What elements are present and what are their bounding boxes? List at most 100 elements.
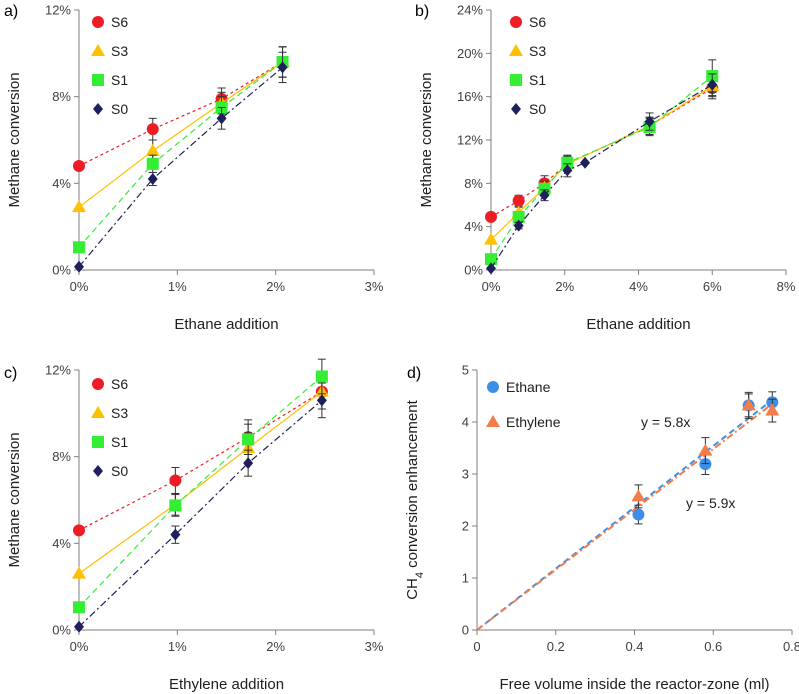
legend-marker <box>509 44 523 56</box>
x-tick-label: 0.6 <box>704 639 722 654</box>
legend: Ethane Ethylene <box>486 379 561 430</box>
series-s6 <box>73 46 289 172</box>
legend-label: S3 <box>529 43 546 59</box>
data-point-s1 <box>146 157 159 170</box>
y-tick-label: 8% <box>464 176 483 191</box>
data-point-s1 <box>73 241 85 254</box>
legend-marker <box>93 103 103 115</box>
legend-marker <box>510 74 522 86</box>
series-line <box>78 391 323 575</box>
data-point-s1 <box>512 210 525 223</box>
series-line <box>490 84 713 269</box>
series-s6 <box>73 373 328 537</box>
data-point-s0 <box>316 394 327 407</box>
series-s1 <box>485 59 719 266</box>
data-point-s0 <box>562 164 573 177</box>
legend-label: S1 <box>529 72 546 88</box>
y-tick-label: 5 <box>462 363 469 378</box>
data-point-s1 <box>242 433 255 446</box>
legend-label: Ethane <box>506 379 551 395</box>
x-tick-label: 0 <box>473 639 480 654</box>
data-point-s1 <box>561 156 574 169</box>
data-point-s1 <box>485 253 497 266</box>
legend: S6 S3 S1 S0 <box>91 376 128 479</box>
panel-label: c) <box>4 365 17 382</box>
x-tick-label: 2% <box>266 279 285 294</box>
data-point-ethane <box>632 508 645 521</box>
chart-panel-2: 0% 4% 8% 12% 16% 20% 24% 0% 2% 4% 6% 8% Ethane addit… <box>415 3 796 334</box>
x-tick-label: 2% <box>555 279 574 294</box>
legend-marker <box>92 16 104 28</box>
data-point-s0 <box>644 115 655 128</box>
data-point-s0 <box>486 262 496 275</box>
legend-marker <box>92 74 104 86</box>
y-tick-label: 0% <box>52 263 71 278</box>
y-tick-label: 12% <box>45 3 71 18</box>
x-tick-label: 0% <box>70 279 89 294</box>
series-s0 <box>74 382 327 633</box>
legend-label: S0 <box>529 101 546 117</box>
series-s0 <box>486 73 718 275</box>
fit-equation-ethylene: y = 5.8x <box>641 414 690 430</box>
data-point-s3 <box>484 232 498 245</box>
y-axis-label: Methane conversion <box>6 72 23 207</box>
data-point-s3 <box>72 200 86 213</box>
y-tick-label: 20% <box>457 46 483 61</box>
y-tick-label: 4% <box>464 219 483 234</box>
panel-label: b) <box>415 3 429 20</box>
data-point-s1 <box>169 499 182 512</box>
legend-marker <box>92 378 104 390</box>
data-point-s0 <box>513 219 524 232</box>
y-tick-label: 3 <box>462 467 469 482</box>
legend: S6 S3 S1 S0 <box>91 14 128 117</box>
data-point-s6 <box>485 210 497 223</box>
legend-label: S6 <box>111 376 128 392</box>
x-tick-label: 0.2 <box>547 639 565 654</box>
legend-marker <box>511 103 521 115</box>
legend-label: S1 <box>111 72 128 88</box>
series-line <box>78 61 283 248</box>
data-point-s0 <box>277 61 288 74</box>
legend-marker <box>92 436 104 448</box>
y-tick-label: 4% <box>52 536 71 551</box>
y-tick-label: 0% <box>52 623 71 638</box>
legend-marker <box>93 465 103 477</box>
series-line <box>78 376 323 608</box>
y-tick-label: 1 <box>462 571 469 586</box>
y-tick-label: 0% <box>464 263 483 278</box>
y-tick-label: 8% <box>52 89 71 104</box>
x-tick-label: 0% <box>482 279 501 294</box>
x-axis-label: Free volume inside the reactor-zone (ml) <box>499 676 769 693</box>
data-point-s0 <box>74 620 84 633</box>
x-tick-label: 0% <box>70 639 89 654</box>
x-axis-label: Ethane addition <box>586 316 690 333</box>
data-point-s6 <box>169 474 182 487</box>
series-line <box>78 61 283 167</box>
fit-equation-ethane: y = 5.9x <box>686 495 735 511</box>
x-axis-label: Ethane addition <box>174 316 278 333</box>
x-tick-label: 8% <box>777 279 796 294</box>
chart-panel-1: 0% 4% 8% 12% 0% 1% 2% 3% Ethane addition Methane … <box>4 3 384 334</box>
series-line <box>78 61 283 208</box>
y-axis-label: Methane conversion <box>6 432 23 567</box>
series-s3 <box>72 46 290 213</box>
data-point-s1 <box>315 370 328 383</box>
y-tick-label: 12% <box>457 133 483 148</box>
data-point-s0 <box>707 78 718 91</box>
chart-panel-3: 0% 4% 8% 12% 0% 1% 2% 3% Ethylene addition Methan… <box>4 358 384 693</box>
data-point-ethylene <box>765 403 780 416</box>
legend-marker <box>510 16 522 28</box>
data-point-s0 <box>74 260 84 273</box>
data-point-s6 <box>146 123 159 136</box>
data-point-ethylene <box>698 443 713 456</box>
data-point-s3 <box>145 143 160 156</box>
y-tick-label: 24% <box>457 3 483 18</box>
y-tick-label: 2 <box>462 519 469 534</box>
series-line <box>78 391 323 531</box>
x-tick-label: 4% <box>629 279 648 294</box>
x-tick-label: 2% <box>266 639 285 654</box>
data-point-s3 <box>72 566 86 579</box>
y-tick-label: 16% <box>457 89 483 104</box>
data-point-s0 <box>539 189 550 202</box>
